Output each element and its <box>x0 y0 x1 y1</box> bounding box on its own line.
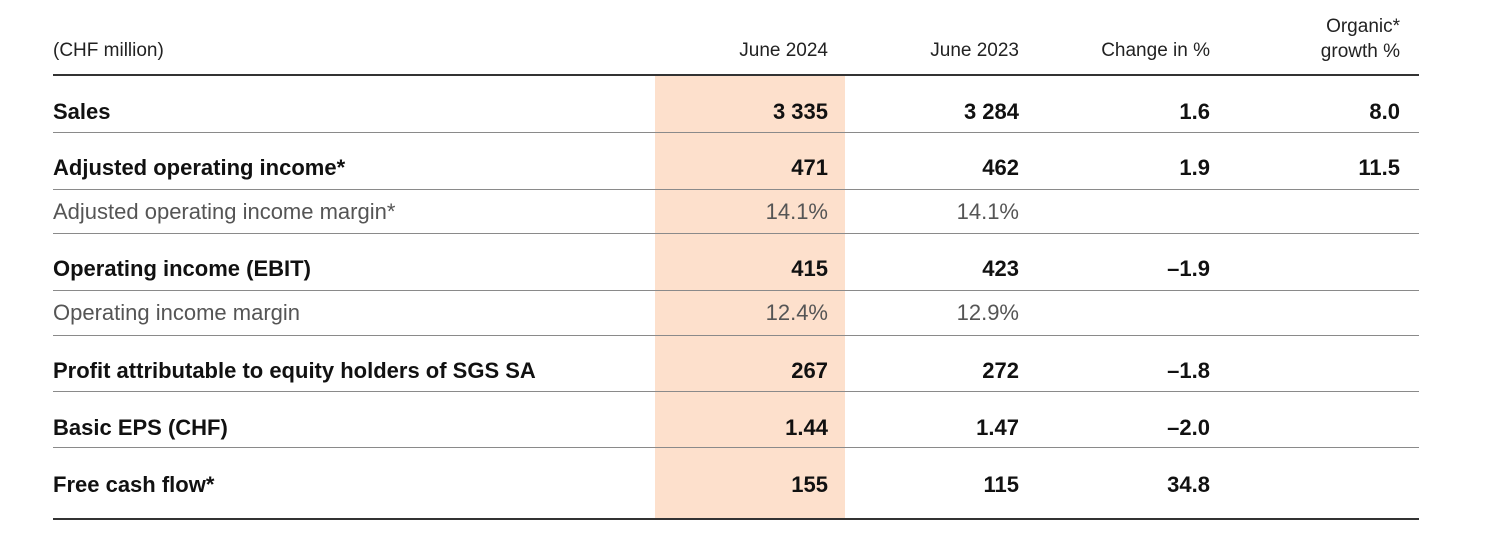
value-june-2023: 1.47 <box>976 415 1019 440</box>
col-header-june-2024: June 2024 <box>739 40 828 61</box>
value-june-2024: 415 <box>791 256 828 281</box>
value-change: 34.8 <box>1167 472 1210 497</box>
row-label: Operating income margin <box>53 300 301 325</box>
divider <box>53 447 1419 448</box>
divider <box>53 335 1419 336</box>
value-june-2023: 115 <box>983 472 1020 497</box>
value-change: 1.6 <box>1179 99 1210 124</box>
table-row: Operating income margin 12.4% 12.9% <box>0 298 1504 328</box>
value-change: –1.9 <box>1167 256 1210 281</box>
table-row: Sales 3 335 3 284 1.6 8.0 <box>0 97 1504 127</box>
june-2024-highlight <box>655 76 845 519</box>
value-june-2024: 14.1% <box>765 199 828 224</box>
value-june-2024: 1.44 <box>785 415 828 440</box>
col-header-june-2023: June 2023 <box>930 40 1019 61</box>
divider <box>53 233 1419 234</box>
table-row: Operating income (EBIT) 415 423 –1.9 <box>0 254 1504 284</box>
value-june-2024: 267 <box>791 358 828 383</box>
divider <box>53 189 1419 190</box>
value-june-2023: 14.1% <box>956 199 1019 224</box>
bottom-rule <box>53 518 1419 520</box>
value-june-2023: 462 <box>982 155 1019 180</box>
value-june-2023: 3 284 <box>963 99 1019 124</box>
table-row: Profit attributable to equity holders of… <box>0 356 1504 386</box>
unit-label: (CHF million) <box>53 40 164 61</box>
row-label: Profit attributable to equity holders of… <box>53 358 536 383</box>
value-june-2023: 272 <box>982 358 1019 383</box>
row-label: Adjusted operating income* <box>53 155 346 180</box>
row-label: Adjusted operating income margin* <box>53 199 396 224</box>
organic-line1: Organic* <box>1326 16 1400 37</box>
table-row: Adjusted operating income margin* 14.1% 14… <box>0 197 1504 227</box>
col-header-change: Change in % <box>1101 40 1210 61</box>
value-june-2023: 423 <box>982 256 1019 281</box>
value-june-2024: 471 <box>791 155 828 180</box>
header-rule <box>53 74 1419 76</box>
row-label: Free cash flow* <box>53 472 215 497</box>
organic-line2: growth % <box>1320 41 1400 62</box>
table-row: Adjusted operating income* 471 462 1.9 11.5 <box>0 153 1504 183</box>
value-change: –1.8 <box>1167 358 1210 383</box>
table-row: Free cash flow* 155 115 34.8 <box>0 470 1504 500</box>
value-june-2023: 12.9% <box>956 300 1019 325</box>
col-header-organic: Organic* growth % <box>1321 14 1400 64</box>
table-row: Basic EPS (CHF) 1.44 1.47 –2.0 <box>0 413 1504 443</box>
value-change: 1.9 <box>1179 155 1210 180</box>
table-header: (CHF million) June 2024 June 2023 Change… <box>0 36 1504 66</box>
value-organic: 11.5 <box>1358 155 1400 180</box>
row-label: Basic EPS (CHF) <box>53 415 228 440</box>
value-june-2024: 3 335 <box>772 99 828 124</box>
value-change: –2.0 <box>1167 415 1210 440</box>
value-june-2024: 155 <box>791 472 828 497</box>
row-label: Operating income (EBIT) <box>53 256 311 281</box>
value-june-2024: 12.4% <box>765 300 828 325</box>
row-label: Sales <box>53 99 111 124</box>
divider <box>53 290 1419 291</box>
divider <box>53 391 1419 392</box>
divider <box>53 132 1419 133</box>
value-organic: 8.0 <box>1369 99 1400 124</box>
